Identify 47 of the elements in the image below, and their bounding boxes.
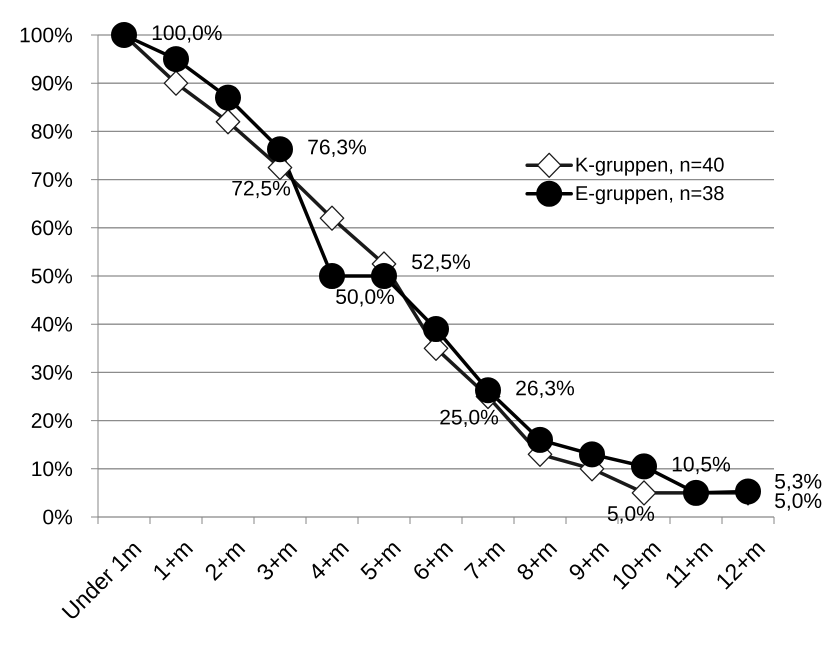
point xyxy=(267,136,294,162)
point xyxy=(320,206,344,231)
point xyxy=(215,84,241,111)
legend-label: E-gruppen, n=38 xyxy=(576,186,724,204)
point xyxy=(475,377,502,404)
data-label: 5,0% xyxy=(775,493,822,511)
data-label: 100,0% xyxy=(152,25,222,43)
data-label: 5,0% xyxy=(608,506,654,524)
data-label: 10,5% xyxy=(672,456,730,474)
x-tick-label: 2+m xyxy=(206,543,246,582)
x-tick-label: 1+m xyxy=(154,543,194,580)
data-label: 26,3% xyxy=(516,380,574,398)
data-label: 52,5% xyxy=(412,254,470,272)
x-tick-label: 7+m xyxy=(464,543,506,579)
y-tick-label: 10% xyxy=(32,461,72,476)
x-tick-label: 9+m xyxy=(570,543,610,580)
point xyxy=(216,109,240,134)
y-tick-label: 50% xyxy=(32,268,72,284)
y-tick-label: 100% xyxy=(20,28,72,42)
x-tick-label: 6+m xyxy=(414,543,454,579)
x-tick-label: 5+m xyxy=(360,543,402,580)
y-tick-label: 40% xyxy=(31,316,72,332)
point xyxy=(164,70,188,96)
data-label: 25,0% xyxy=(440,410,498,428)
point xyxy=(423,316,450,342)
point xyxy=(632,480,656,506)
point xyxy=(319,262,346,289)
legend-label: K-gruppen, n=40 xyxy=(576,158,724,176)
y-tick-label: 90% xyxy=(32,76,72,91)
point xyxy=(527,426,554,453)
point xyxy=(163,46,189,72)
x-tick-label: 8+m xyxy=(518,543,558,580)
y-tick-label: 20% xyxy=(32,413,72,428)
data-label: 5,3% xyxy=(775,474,822,492)
y-tick-label: 30% xyxy=(32,364,72,380)
point xyxy=(579,441,606,468)
x-tick-label: 4+m xyxy=(312,543,350,579)
y-tick-label: 70% xyxy=(32,172,72,188)
y-tick-label: 0% xyxy=(43,510,72,524)
data-label: 50,0% xyxy=(336,289,394,307)
y-tick-label: 80% xyxy=(32,124,72,139)
y-tick-label: 60% xyxy=(32,220,72,236)
data-label: 72,5% xyxy=(232,180,290,198)
x-tick-label: 3+m xyxy=(258,543,298,580)
data-label: 76,3% xyxy=(308,140,366,157)
point xyxy=(631,453,658,480)
point xyxy=(371,262,398,289)
